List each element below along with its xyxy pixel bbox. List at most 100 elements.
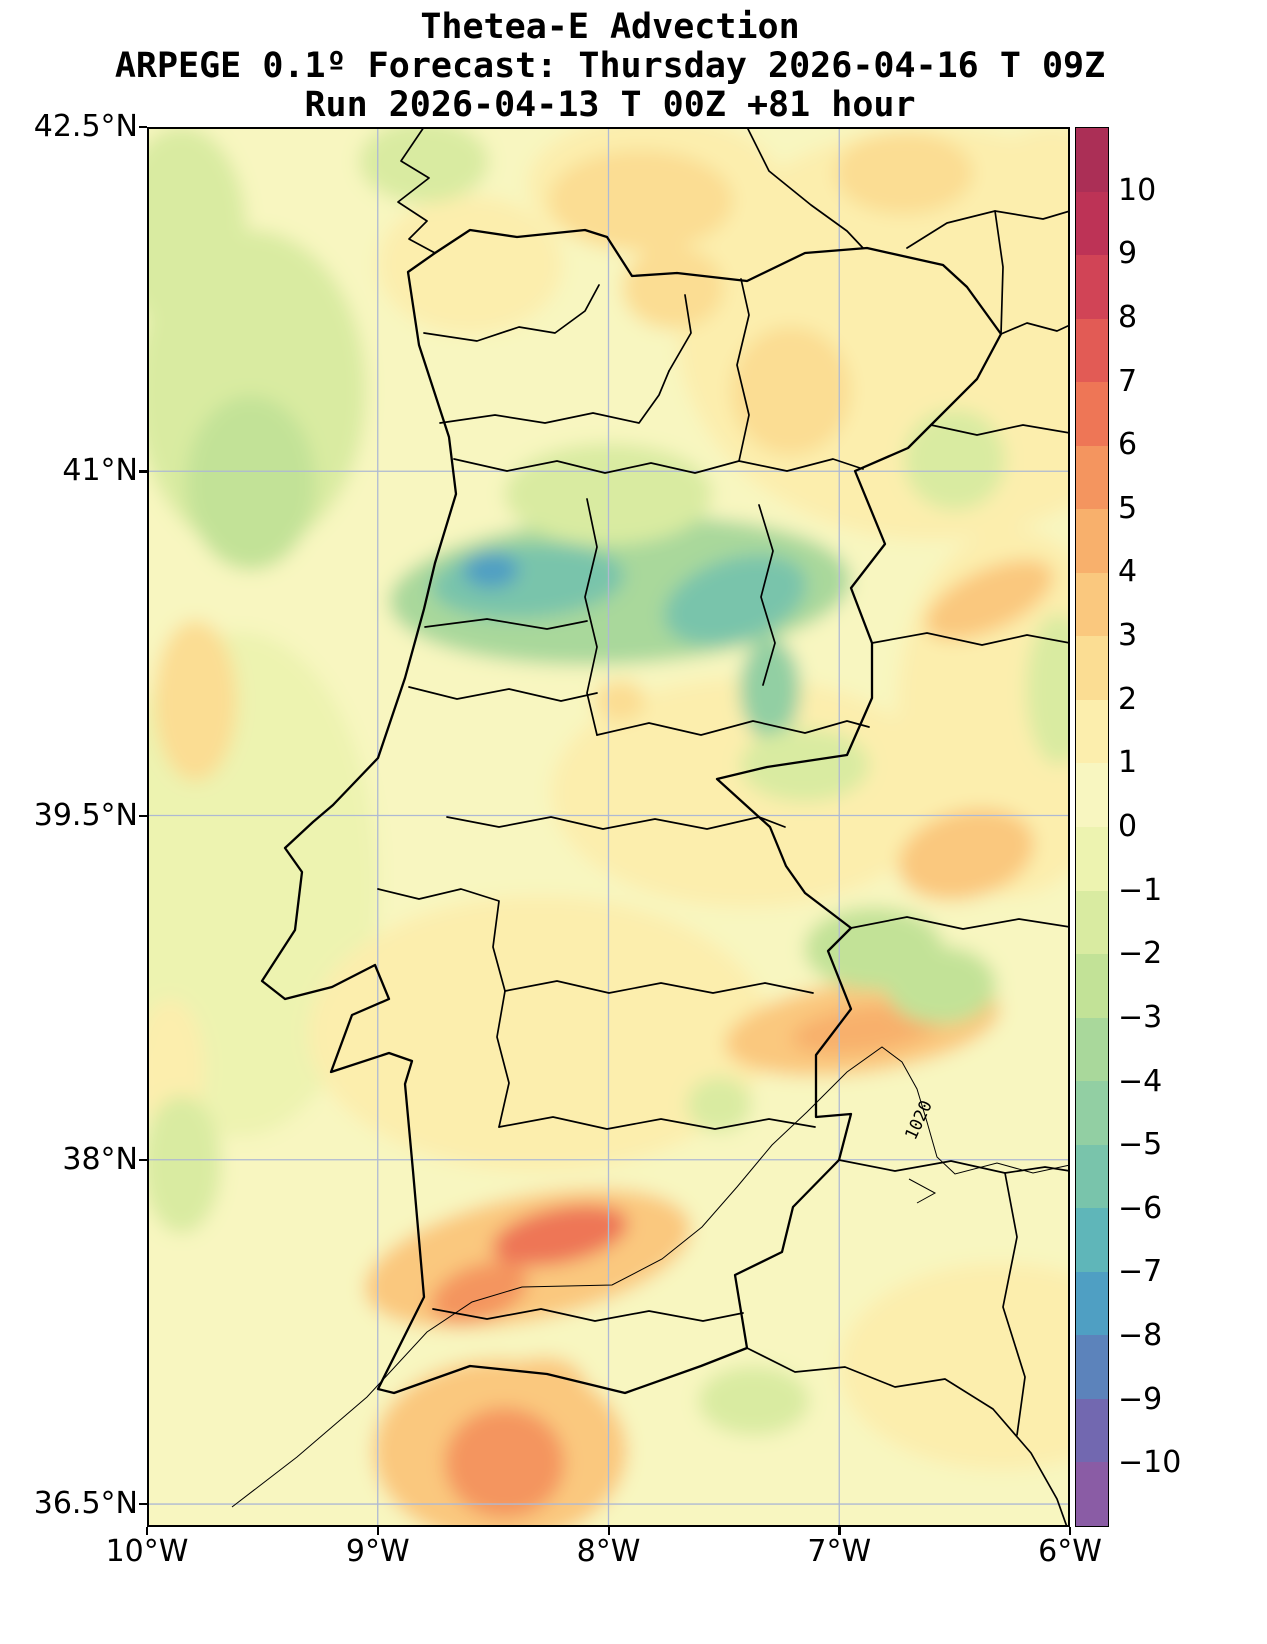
lon-tick-label: 7°W xyxy=(807,1534,872,1569)
advection-feature xyxy=(982,127,1070,265)
district-boundary xyxy=(424,618,588,630)
colorbar-tick-label: −4 xyxy=(1118,1063,1163,1099)
district-boundary xyxy=(496,990,510,1128)
chart-title-line3: Run 2026-04-13 T 00Z +81 hour xyxy=(304,85,916,125)
district-boundary xyxy=(446,816,786,830)
district-boundary xyxy=(584,498,598,736)
colorbar-tick-label: 6 xyxy=(1118,427,1138,463)
lon-tick-label: 8°W xyxy=(576,1534,641,1569)
colorbar-cell xyxy=(1076,1144,1108,1209)
district-boundary xyxy=(423,284,600,342)
lon-tick-label: 9°W xyxy=(345,1534,410,1569)
advection-feature xyxy=(147,1095,221,1234)
colorbar-tick-label: 10 xyxy=(1118,172,1157,208)
lat-tick-label: 41°N xyxy=(62,453,138,489)
advection-feature xyxy=(359,127,489,203)
colorbar-cell xyxy=(1076,445,1108,510)
colorbar-tick-label: −5 xyxy=(1118,1127,1163,1163)
district-boundary xyxy=(408,686,598,702)
chart-title: Thetea-E Advection ARPEGE 0.1º Forecast:… xyxy=(0,8,1220,125)
colorbar-cell xyxy=(1076,1081,1108,1145)
tick-mark xyxy=(139,126,147,129)
colorbar-tick-label: −3 xyxy=(1118,999,1163,1035)
advection-feature xyxy=(622,246,724,329)
advection-feature xyxy=(186,395,316,570)
colorbar-tick-label: −2 xyxy=(1118,936,1163,972)
colorbar-tick-label: 2 xyxy=(1118,681,1138,717)
advection-feature xyxy=(1026,613,1070,766)
colorbar-tick-label: −8 xyxy=(1118,1318,1163,1354)
advection-feature xyxy=(740,638,801,740)
tick-mark xyxy=(139,814,147,817)
portugal-outline xyxy=(260,228,1003,1395)
colorbar-cell xyxy=(1076,699,1108,764)
spain-south-coastline xyxy=(746,1347,1068,1527)
colorbar-cell xyxy=(1076,1017,1108,1082)
colorbar-tick-label: 0 xyxy=(1118,809,1138,844)
colorbar-tick-label: −10 xyxy=(1118,1445,1182,1481)
colorbar-tick-label: 1 xyxy=(1118,745,1138,781)
tick-mark xyxy=(146,1527,149,1535)
advection-feature xyxy=(834,131,974,215)
colorbar-tick-label: −9 xyxy=(1118,1381,1163,1417)
colorbar-tick-label: −6 xyxy=(1118,1190,1163,1226)
lat-tick-label: 36.5°N xyxy=(33,1486,138,1522)
advection-feature xyxy=(898,808,1034,901)
province-boundary xyxy=(994,210,1004,335)
lat-tick-label: 38°N xyxy=(62,1141,138,1177)
colorbar-tick-label: 8 xyxy=(1118,299,1138,335)
isobar-wiggle xyxy=(908,1178,937,1204)
colorbar-tick-label: 7 xyxy=(1118,363,1138,399)
colorbar-cell xyxy=(1076,1462,1108,1527)
colorbar-tick-label: −1 xyxy=(1118,872,1163,908)
colorbar xyxy=(1075,127,1109,1527)
colorbar-cell xyxy=(1076,128,1108,192)
colorbar-cell xyxy=(1076,382,1108,446)
colorbar-tick-label: −7 xyxy=(1118,1254,1163,1290)
advection-feature xyxy=(548,149,734,251)
colorbar-tick-label: 4 xyxy=(1118,554,1138,590)
advection-feature xyxy=(594,680,646,722)
district-boundary xyxy=(453,458,864,474)
galicia-coastline xyxy=(397,127,436,254)
lat-tick-label: 42.5°N xyxy=(33,109,138,144)
advection-feature xyxy=(664,554,807,646)
province-boundary xyxy=(1002,1172,1026,1436)
advection-feature xyxy=(903,409,1006,511)
colorbar-cell xyxy=(1076,318,1108,383)
lon-tick-label: 10°W xyxy=(105,1534,189,1569)
advection-feature xyxy=(153,620,237,782)
colorbar-tick-label: 3 xyxy=(1118,618,1138,654)
advection-feature xyxy=(463,551,519,589)
province-boundary xyxy=(871,632,1070,646)
district-boundary xyxy=(596,720,870,736)
district-boundary xyxy=(432,1308,744,1322)
tick-mark xyxy=(607,1527,610,1535)
district-boundary xyxy=(439,370,670,424)
advection-feature xyxy=(147,127,247,334)
advection-feature xyxy=(925,559,1054,640)
advection-feature xyxy=(550,677,944,908)
advection-feature xyxy=(730,326,851,456)
province-boundary xyxy=(1000,322,1070,335)
advection-feature xyxy=(502,1357,586,1413)
advection-feature xyxy=(839,1263,1070,1470)
advection-feature xyxy=(308,895,771,1172)
district-boundary xyxy=(668,294,692,372)
advection-feature xyxy=(740,728,870,802)
isobar-line xyxy=(231,1046,1070,1508)
province-boundary xyxy=(838,1159,1070,1174)
tick-mark xyxy=(139,470,147,473)
province-boundary xyxy=(850,916,1070,930)
province-boundary xyxy=(930,424,1070,436)
advection-feature xyxy=(492,1204,628,1267)
colorbar-cell xyxy=(1076,954,1108,1018)
grid-lines xyxy=(147,127,1070,1527)
colorbar-cell xyxy=(1076,1335,1108,1399)
colorbar-cell xyxy=(1076,1271,1108,1336)
district-boundary xyxy=(736,278,750,462)
district-boundary xyxy=(758,504,776,686)
map-boundaries xyxy=(260,127,1070,1527)
colorbar-cell xyxy=(1076,636,1108,700)
